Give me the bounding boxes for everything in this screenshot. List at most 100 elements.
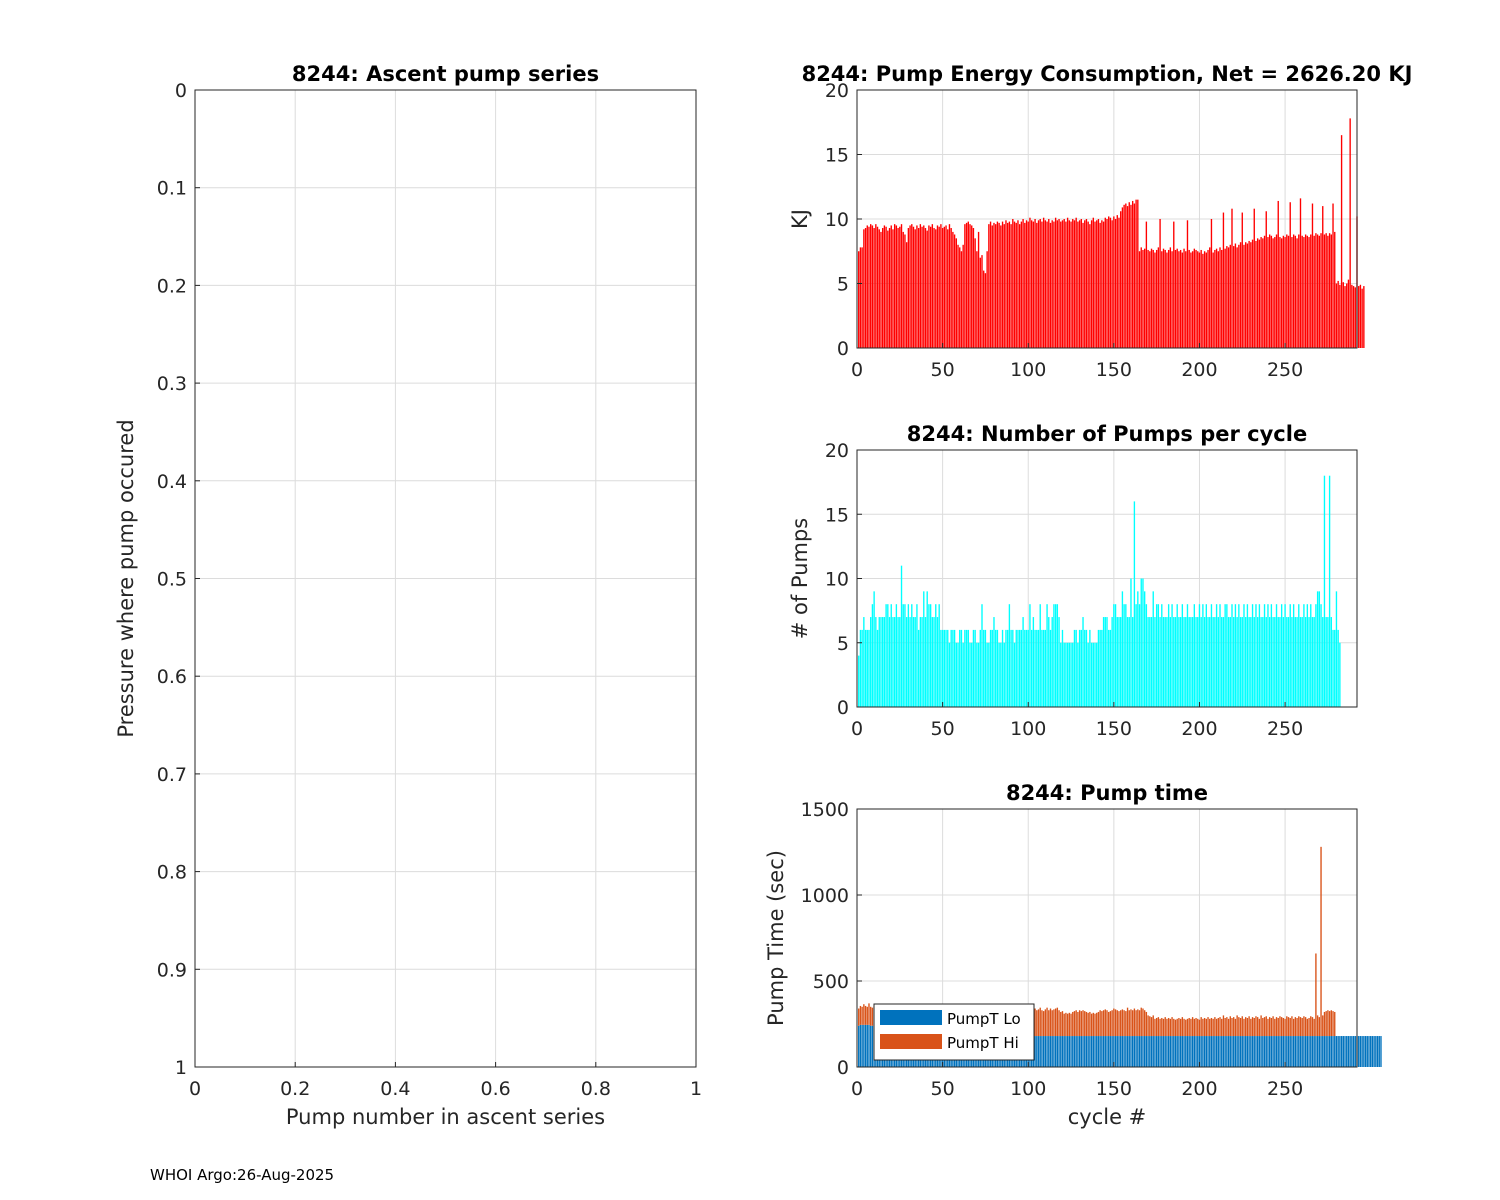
energy-bar: [1070, 221, 1072, 348]
energy-bar: [1340, 135, 1343, 348]
pumpt-lo-bar: [864, 1024, 867, 1067]
pumps-bar: [1030, 629, 1033, 707]
pumpt-hi-bar: [861, 1006, 863, 1025]
pumps-bar: [1154, 617, 1156, 707]
chart-0: 0 0.2 0.4 0.6 0.8 100.10.20.30.40.50.60.70.80…: [114, 62, 702, 1129]
pumps-bar: [1111, 617, 1113, 707]
energy-bar: [976, 251, 978, 348]
pumpt-lo-bar: [1075, 1036, 1077, 1067]
pumpt-lo-bar: [863, 1024, 865, 1067]
pumpt-hi-bar: [1304, 1017, 1307, 1037]
energy-bar: [1320, 233, 1322, 348]
pumps-bar: [1243, 604, 1245, 707]
energy-bar: [885, 226, 887, 348]
pumpt-lo-bar: [1178, 1036, 1180, 1067]
pumps-bar: [859, 629, 862, 707]
energy-bar: [1308, 237, 1310, 348]
pumps-bar: [957, 642, 959, 707]
pumps-bar: [1339, 642, 1341, 707]
pumpt-lo-bar: [1037, 1036, 1040, 1067]
energy-bar: [1243, 244, 1245, 348]
pumps-bar: [1238, 604, 1240, 707]
energy-bar: [928, 225, 930, 348]
energy-bar: [1102, 221, 1105, 348]
chart-title: 8244: Pump Energy Consumption, Net = 262…: [802, 62, 1413, 86]
pumps-bar: [933, 617, 935, 707]
pumpt-hi-bar: [1275, 1017, 1278, 1037]
energy-bar: [1183, 248, 1185, 348]
energy-bar: [972, 228, 975, 348]
pumpt-lo-bar: [1106, 1036, 1108, 1067]
pumpt-hi-bar: [1250, 1018, 1252, 1037]
pumpt-lo-bar: [1036, 1036, 1038, 1067]
y-tick-label: 20: [825, 440, 849, 462]
pumpt-lo-bar: [1212, 1036, 1214, 1067]
x-tick-label: 0.8: [581, 1078, 611, 1100]
pumpt-hi-bar: [1133, 1008, 1136, 1037]
pumps-bar: [1017, 629, 1019, 707]
energy-bar: [1346, 283, 1348, 348]
pumpt-hi-bar: [1327, 1010, 1329, 1037]
energy-bar: [1195, 249, 1197, 348]
pumpt-lo-bar: [1238, 1036, 1240, 1067]
energy-bar: [882, 228, 884, 348]
pumpt-lo-bar: [1342, 1036, 1344, 1067]
pumpt-lo-bar: [1250, 1036, 1252, 1067]
pumps-bar: [1231, 604, 1233, 707]
pumpt-lo-bar: [861, 1024, 863, 1067]
energy-bar: [1179, 249, 1182, 348]
pumps-bar: [893, 617, 896, 707]
pumpt-lo-bar: [1085, 1036, 1088, 1067]
energy-bar: [1073, 220, 1076, 348]
energy-bar: [1027, 221, 1029, 348]
pumps-bar: [1135, 604, 1137, 707]
pumps-bar: [916, 604, 918, 707]
pumpt-hi-bar: [1322, 1015, 1324, 1037]
energy-bar: [893, 224, 896, 348]
pumpt-lo-bar: [1205, 1036, 1207, 1067]
energy-bar: [1274, 237, 1276, 348]
pumpt-hi-bar: [1140, 1007, 1142, 1037]
pumps-bar: [1106, 617, 1108, 707]
pumps-bar: [897, 617, 899, 707]
pumps-bar: [1118, 617, 1120, 707]
pumpt-hi-bar: [1143, 1010, 1146, 1037]
pumpt-hi-bar: [1229, 1016, 1231, 1037]
pumpt-hi-bar: [1253, 1017, 1255, 1037]
pumps-bar: [1183, 617, 1185, 707]
pumps-bar: [1280, 604, 1283, 707]
pumpt-lo-bar: [1092, 1036, 1094, 1067]
pumps-bar: [1328, 475, 1331, 707]
energy-bar: [983, 270, 985, 348]
energy-bar: [1138, 251, 1141, 348]
pumps-bar: [1277, 617, 1279, 707]
pumps-bar: [989, 629, 992, 707]
pumpt-lo-bar: [1190, 1036, 1192, 1067]
pumpt-lo-bar: [1359, 1036, 1362, 1067]
pumps-bar: [1012, 629, 1014, 707]
pumpt-hi-bar: [1077, 1011, 1079, 1037]
pumps-bar: [986, 642, 988, 707]
energy-bar: [1229, 244, 1231, 348]
pumps-bar: [1150, 617, 1153, 707]
energy-bar: [1289, 202, 1291, 348]
pumpt-lo-bar: [1097, 1036, 1100, 1067]
pumpt-hi-bar: [1044, 1009, 1047, 1037]
pumps-bar: [1096, 642, 1098, 707]
pumps-bar: [1198, 604, 1201, 707]
pumpt-hi-bar: [1257, 1017, 1259, 1037]
energy-bar: [1090, 220, 1093, 348]
pumpt-lo-bar: [1176, 1036, 1178, 1067]
pumpt-hi-bar: [1145, 1011, 1148, 1037]
energy-bar: [1236, 247, 1238, 348]
pumps-bar: [917, 629, 920, 707]
pumps-bar: [1200, 617, 1202, 707]
pumpt-lo-bar: [1313, 1036, 1315, 1067]
pumpt-hi-bar: [1036, 1010, 1038, 1037]
pumpt-lo-bar: [1161, 1036, 1163, 1067]
pumpt-lo-bar: [1130, 1036, 1132, 1067]
pumpt-hi-bar: [1205, 1018, 1207, 1037]
legend-swatch: [880, 1034, 942, 1049]
energy-bar: [914, 229, 916, 348]
pumpt-hi-bar: [1070, 1013, 1072, 1037]
